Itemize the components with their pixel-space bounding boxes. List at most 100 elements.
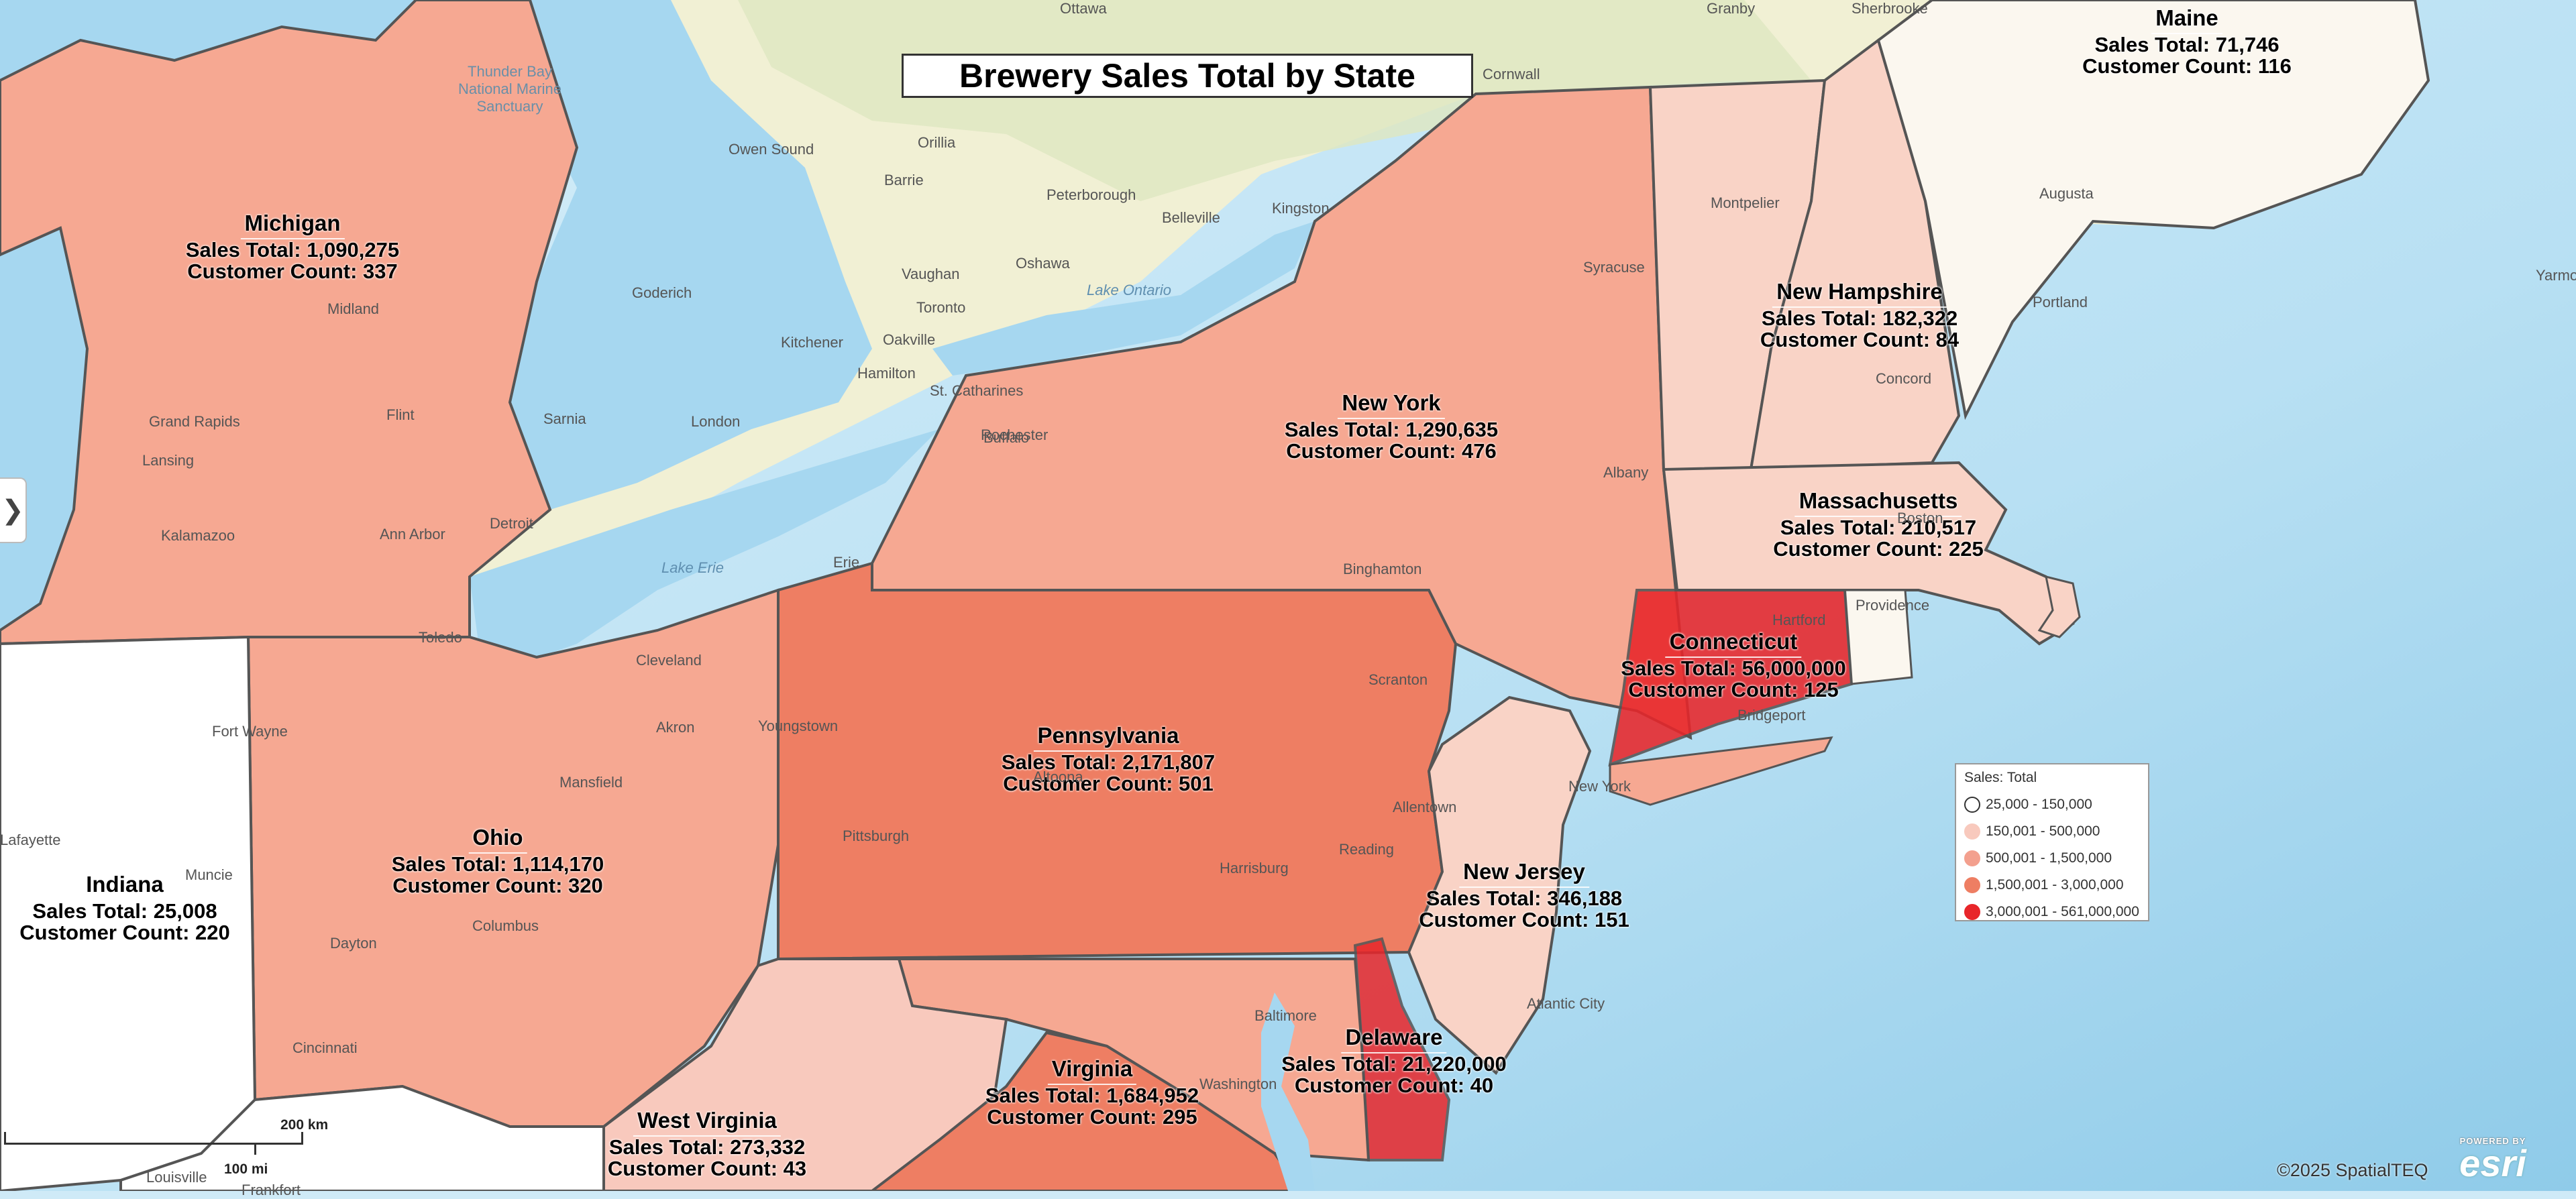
legend-title: Sales: Total — [1964, 770, 2037, 785]
customer-count: Customer Count: 225 — [1773, 537, 1984, 561]
customer-count: Customer Count: 476 — [1286, 439, 1497, 463]
map-title: Brewery Sales Total by State — [902, 54, 1473, 98]
state-label-west-virginia[interactable]: West Virginia Sales Total: 273,332 Custome… — [607, 1108, 807, 1181]
state-connecticut[interactable] — [1608, 589, 1854, 767]
lake-huron — [402, 0, 872, 510]
place-label: Dayton — [330, 935, 377, 952]
place-label: Altoona — [1033, 768, 1083, 785]
legend-swatch — [1964, 797, 1980, 813]
legend-item: 1,500,001 - 3,000,000 — [1964, 872, 2140, 899]
state-name: Connecticut — [1665, 630, 1802, 658]
place-label: Toledo — [419, 629, 462, 646]
place-label: Goderich — [632, 284, 692, 301]
legend-swatch — [1964, 904, 1980, 920]
place-label: Midland — [327, 300, 380, 317]
place-label: Kitchener — [781, 334, 843, 351]
place-label: Orillia — [918, 134, 956, 151]
customer-count: Customer Count: 116 — [2082, 54, 2292, 78]
state-name: Delaware — [1341, 1025, 1447, 1053]
state-label-massachusetts[interactable]: Massachusetts Sales Total: 210,517 Custome… — [1773, 489, 1984, 561]
legend-label: 3,000,001 - 561,000,000 — [1986, 904, 2139, 919]
legend-swatch — [1964, 823, 1980, 840]
state-label-ohio[interactable]: Ohio Sales Total: 1,114,170 Customer Count… — [391, 825, 604, 897]
place-label: Akron — [656, 719, 695, 736]
place-label: Owen Sound — [729, 141, 814, 158]
place-label: Oakville — [883, 331, 936, 348]
panel-toggle-button[interactable]: ❯ — [0, 477, 27, 543]
place-label: Peterborough — [1046, 186, 1136, 203]
sales-total: Sales Total: 210,517 — [1780, 515, 1977, 539]
place-label: Pittsburgh — [843, 827, 910, 844]
state-name: Maine — [2151, 6, 2222, 34]
place-label: Lake Erie — [661, 559, 724, 576]
sales-total: Sales Total: 25,008 — [32, 899, 217, 923]
sales-total: Sales Total: 21,220,000 — [1281, 1051, 1507, 1076]
state-new-jersey[interactable] — [1407, 695, 1592, 1076]
place-label: Allentown — [1393, 799, 1457, 815]
place-label: Ottawa — [1060, 0, 1107, 17]
state-michigan[interactable] — [0, 0, 579, 646]
place-label: Montpelier — [1711, 194, 1780, 211]
legend-swatch — [1964, 850, 1980, 866]
state-name: Michigan — [240, 211, 345, 239]
customer-count: Customer Count: 220 — [19, 921, 230, 945]
place-label: Yarmouth — [2536, 267, 2576, 284]
state-label-maine[interactable]: Maine Sales Total: 71,746 Customer Count: … — [2082, 6, 2292, 78]
lake-erie — [470, 429, 939, 677]
state-kentucky[interactable] — [119, 1084, 605, 1191]
place-label: Kingston — [1272, 200, 1330, 217]
place-label: Syracuse — [1583, 259, 1645, 276]
place-label: Lake Ontario — [1087, 282, 1171, 298]
place-label: Rochester — [981, 426, 1049, 443]
place-label: Thunder Bay National Marine Sanctuary — [458, 63, 562, 115]
place-label: Albany — [1603, 464, 1649, 481]
legend-label: 150,001 - 500,000 — [1986, 823, 2100, 839]
place-label: St. Catharines — [930, 382, 1024, 399]
customer-count: Customer Count: 43 — [607, 1157, 807, 1181]
state-label-connecticut[interactable]: Connecticut Sales Total: 56,000,000 Custom… — [1621, 630, 1845, 701]
place-label: Cincinnati — [292, 1039, 358, 1056]
scale-tick-mi — [254, 1143, 256, 1155]
place-label: Portland — [2033, 294, 2088, 310]
state-label-new-york[interactable]: New York Sales Total: 1,290,635 Customer C… — [1285, 391, 1498, 463]
state-label-indiana[interactable]: Indiana Sales Total: 25,008 Customer Count… — [19, 872, 230, 945]
legend: Sales: Total 25,000 - 150,000 150,001 - 5… — [1955, 763, 2149, 921]
state-name: Virginia — [1047, 1057, 1137, 1085]
state-label-michigan[interactable]: Michigan Sales Total: 1,090,275 Customer C… — [186, 211, 399, 283]
place-label: Reading — [1339, 841, 1394, 858]
state-name: Indiana — [82, 872, 168, 901]
sales-total: Sales Total: 1,114,170 — [391, 852, 604, 876]
place-label: Scranton — [1368, 671, 1428, 688]
sales-total: Sales Total: 2,171,807 — [1001, 750, 1216, 774]
place-label: Flint — [386, 406, 415, 423]
sales-total: Sales Total: 56,000,000 — [1621, 656, 1846, 680]
state-label-new-hampshire[interactable]: New Hampshire Sales Total: 182,322 Custome… — [1760, 280, 1959, 351]
state-label-new-jersey[interactable]: New Jersey Sales Total: 346,188 Customer C… — [1419, 860, 1629, 931]
place-label: Frankfort — [241, 1182, 301, 1198]
legend-item: 3,000,001 - 561,000,000 — [1964, 899, 2140, 925]
state-label-delaware[interactable]: Delaware Sales Total: 21,220,000 Customer … — [1281, 1025, 1507, 1097]
esri-logo[interactable]: POWERED BY esri — [2451, 1136, 2534, 1183]
place-label: Grand Rapids — [149, 413, 240, 430]
place-label: Cornwall — [1483, 66, 1540, 82]
legend-swatch — [1964, 877, 1980, 893]
state-label-virginia[interactable]: Virginia Sales Total: 1,684,952 Customer C… — [985, 1057, 1199, 1129]
scale-bar: 200 km 100 mi — [4, 1113, 339, 1180]
customer-count: Customer Count: 125 — [1628, 678, 1839, 702]
place-label: Detroit — [490, 515, 533, 532]
place-label: Atlantic City — [1527, 995, 1605, 1012]
sales-total: Sales Total: 346,188 — [1426, 886, 1623, 910]
place-label: Kalamazoo — [161, 527, 235, 544]
state-maine[interactable] — [1876, 0, 2430, 420]
esri-wordmark: esri — [2459, 1142, 2526, 1184]
state-label-pennsylvania[interactable]: Pennsylvania Sales Total: 2,171,807 Custom… — [1002, 724, 1215, 795]
place-label: Belleville — [1162, 209, 1220, 226]
place-label: Mansfield — [559, 774, 623, 791]
legend-item: 150,001 - 500,000 — [1964, 818, 2140, 845]
place-label: Providence — [1856, 597, 1930, 614]
state-name: New Jersey — [1459, 860, 1589, 888]
place-label: Concord — [1876, 370, 1932, 387]
state-long-island[interactable] — [1609, 736, 1833, 806]
place-label: London — [691, 413, 741, 430]
